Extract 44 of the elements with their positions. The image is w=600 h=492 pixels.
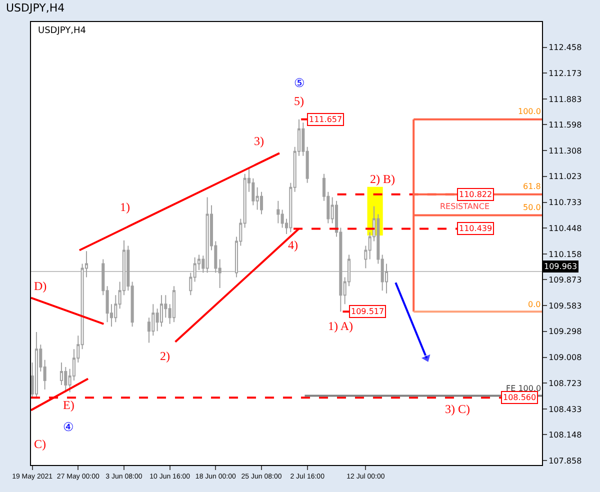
annotation: D) [34,279,47,293]
y-tick-label: 110.733 [548,198,582,208]
annotation: RESISTANCE [440,202,490,211]
chart-subtitle: USDJPY,H4 [38,26,86,36]
annotation: 108.560 [503,393,536,402]
annotation: 100.0 [518,107,541,116]
annotation: 4) [288,238,298,252]
y-tick-label: 108.433 [548,404,582,414]
annotation: FE 100.0 [506,384,542,393]
annotation: 110.822 [459,190,492,199]
annotation: 1) A) [328,319,353,333]
annotation: ④ [63,420,74,434]
ref-line-label: 109.963 [544,262,578,271]
y-tick-label: 107.858 [548,456,582,466]
y-tick-label: 110.448 [548,224,582,233]
annotation: 110.439 [459,224,492,233]
annotation: 0.0 [528,300,541,309]
annotation: 2) B) [370,172,395,186]
y-tick-label: 109.583 [548,301,582,310]
y-tick-label: 111.023 [548,172,582,182]
chart-title: USDJPY,H4 [6,2,65,15]
y-tick-label: 109.008 [548,353,582,362]
annotation: 109.517 [351,307,384,316]
y-tick-label: 109.873 [548,275,582,284]
y-tick-label: 108.148 [548,430,582,440]
annotation: E) [63,398,74,412]
annotation: 111.657 [309,115,342,124]
y-tick-label: 110.158 [548,250,582,259]
y-tick-label: 109.298 [548,327,582,336]
y-tick-label: 111.308 [548,146,582,156]
y-tick-label: 112.458 [548,43,582,52]
annotation: ⑤ [294,76,305,90]
annotation: 61.8 [523,182,541,191]
annotation: C) [34,437,46,451]
y-tick-label: 111.598 [548,120,582,130]
y-tick-label: 108.723 [548,378,582,388]
y-tick-label: 111.883 [548,94,582,104]
annotation: 3) C) [445,402,470,416]
annotation: 50.0 [523,203,541,212]
y-tick-label: 112.173 [548,68,582,78]
annotation: 5) [294,94,304,108]
annotation: 1) [120,200,130,214]
annotation: 2) [160,349,170,363]
annotation: 3) [254,134,264,148]
